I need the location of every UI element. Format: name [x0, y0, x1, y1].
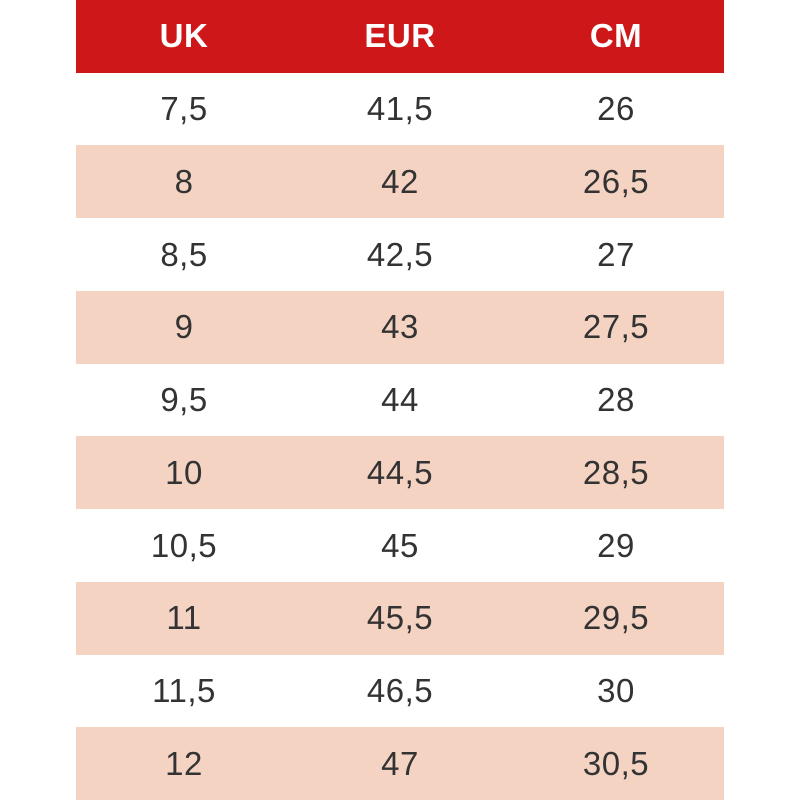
cell-cm: 26,5 — [582, 162, 650, 200]
cell-eur: 44 — [381, 381, 419, 419]
cell-cm: 27,5 — [582, 308, 650, 346]
header-cell-cm: CM — [589, 17, 643, 55]
cell-uk: 9,5 — [160, 381, 208, 419]
table-row: 12 47 30,5 — [76, 727, 724, 800]
cell-cm: 29,5 — [582, 599, 650, 637]
cell-eur: 42 — [381, 162, 419, 200]
cell-eur: 44,5 — [366, 453, 434, 491]
cell-cm: 27 — [597, 235, 635, 273]
cell-eur: 47 — [381, 744, 419, 782]
table-row: 8 42 26,5 — [76, 145, 724, 219]
table-row: 9 43 27,5 — [76, 290, 724, 364]
cell-eur: 43 — [381, 308, 419, 346]
cell-uk: 10 — [165, 453, 203, 491]
table-row: 11,5 46,5 30 — [76, 655, 724, 728]
size-conversion-table: UK EUR CM 7,5 41,5 26 8 42 26,5 8,5 42,5… — [76, 0, 724, 800]
cell-cm: 26 — [597, 90, 635, 128]
cell-eur: 45 — [381, 526, 419, 564]
cell-uk: 11,5 — [152, 671, 216, 709]
cell-eur: 45,5 — [366, 599, 434, 637]
cell-eur: 41,5 — [366, 90, 434, 128]
table-row: 7,5 41,5 26 — [76, 73, 724, 146]
cell-eur: 42,5 — [366, 235, 434, 273]
cell-uk: 8 — [174, 162, 194, 200]
cell-uk: 7,5 — [160, 90, 208, 128]
cell-cm: 28,5 — [582, 453, 650, 491]
cell-uk: 12 — [165, 744, 203, 782]
table-row: 11 45,5 29,5 — [76, 581, 724, 655]
cell-uk: 8,5 — [160, 235, 208, 273]
cell-uk: 10,5 — [150, 526, 218, 564]
table-row: 10,5 45 29 — [76, 509, 724, 582]
cell-eur: 46,5 — [366, 671, 434, 709]
header-cell-eur: EUR — [364, 17, 436, 55]
cell-uk: 11 — [166, 599, 202, 637]
table-row: 10 44,5 28,5 — [76, 436, 724, 510]
cell-cm: 29 — [597, 526, 635, 564]
cell-uk: 9 — [174, 308, 194, 346]
cell-cm: 30 — [597, 671, 635, 709]
table-header-row: UK EUR CM — [76, 0, 724, 73]
cell-cm: 28 — [597, 381, 635, 419]
cell-cm: 30,5 — [582, 744, 650, 782]
header-cell-uk: UK — [159, 17, 209, 55]
table-row: 9,5 44 28 — [76, 364, 724, 437]
table-row: 8,5 42,5 27 — [76, 218, 724, 291]
